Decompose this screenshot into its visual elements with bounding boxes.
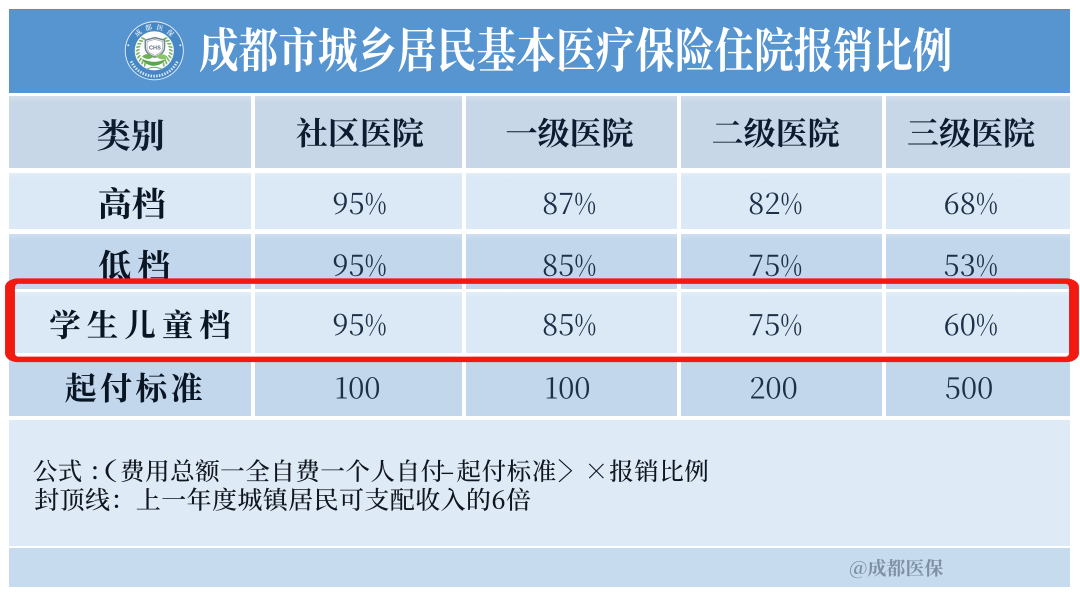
svg-text:CHS: CHS [149, 46, 161, 52]
